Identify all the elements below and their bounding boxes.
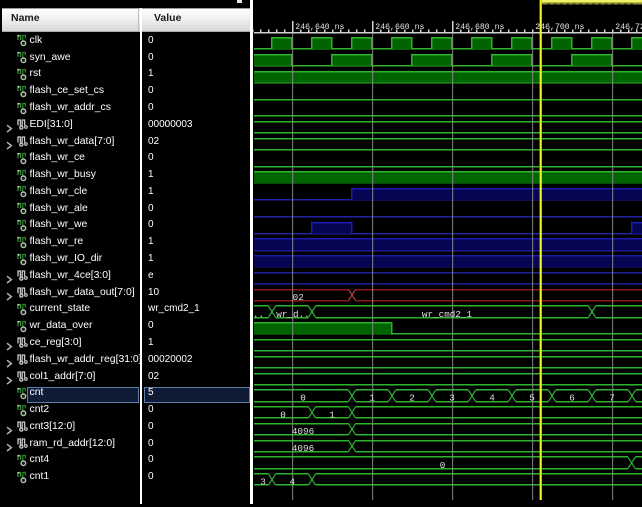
- svg-text:4096: 4096: [292, 443, 314, 454]
- svg-text:4: 4: [489, 393, 495, 404]
- svg-text:1: 1: [329, 409, 335, 420]
- svg-text:4: 4: [290, 477, 296, 488]
- svg-text:wr_cmd2_1: wr_cmd2_1: [422, 309, 473, 320]
- svg-text:6: 6: [569, 393, 575, 404]
- svg-text:2: 2: [409, 393, 415, 404]
- svg-text:246,660 ns: 246,660 ns: [375, 23, 424, 32]
- svg-text:3: 3: [260, 477, 266, 488]
- svg-text:246,720 ns: 246,720 ns: [615, 23, 642, 32]
- svg-text:0: 0: [440, 460, 446, 471]
- svg-text:246,700 ns: 246,700 ns: [535, 23, 584, 32]
- svg-text:..: ..: [253, 309, 264, 320]
- svg-text:wr_d..: wr_d..: [276, 309, 309, 320]
- svg-text:0: 0: [300, 393, 306, 404]
- svg-text:5: 5: [529, 393, 535, 404]
- svg-text:246,680 ns: 246,680 ns: [455, 23, 504, 32]
- svg-text:4096: 4096: [292, 426, 314, 437]
- svg-text:02: 02: [293, 292, 304, 303]
- svg-text:0: 0: [280, 409, 286, 420]
- svg-text:7: 7: [609, 393, 615, 404]
- svg-text:246,640 ns: 246,640 ns: [295, 23, 344, 32]
- svg-text:1: 1: [369, 393, 375, 404]
- svg-text:3: 3: [449, 393, 455, 404]
